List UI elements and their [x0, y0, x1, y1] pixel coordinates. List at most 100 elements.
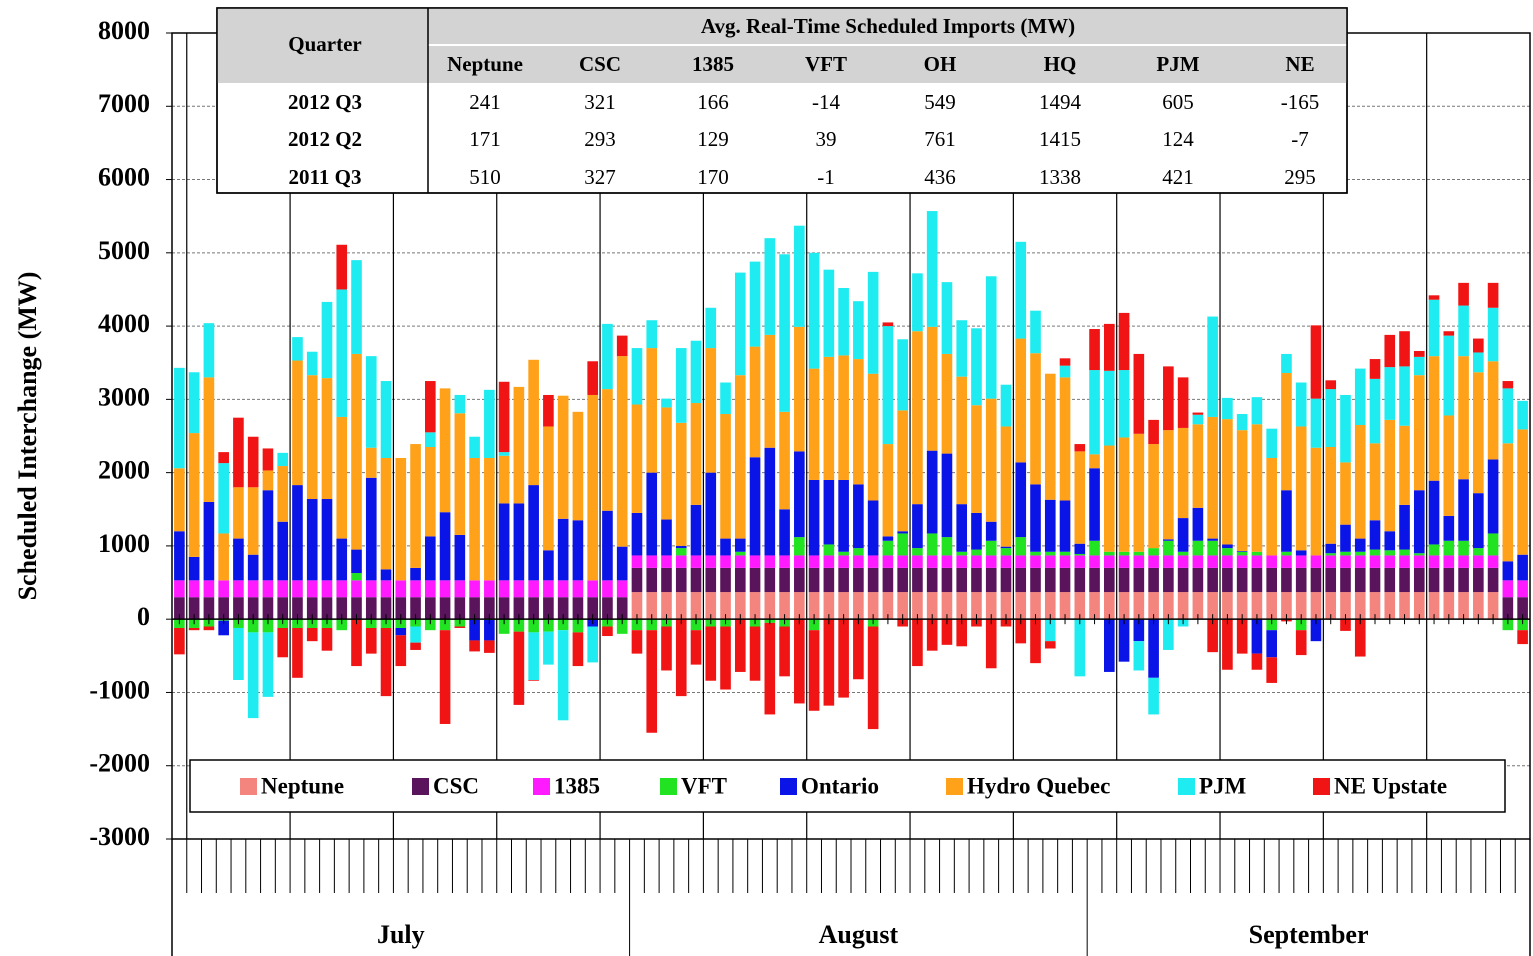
bar-segment: [705, 472, 717, 556]
bar-segment: [1207, 538, 1218, 541]
bar-segment: [897, 555, 908, 568]
bar-segment: [395, 580, 407, 598]
bar-segment: [1148, 592, 1159, 620]
bar-segment: [262, 490, 274, 581]
bar-segment: [351, 549, 362, 574]
bar-segment: [661, 592, 672, 620]
bar-segment: [306, 597, 318, 620]
table-cell: 1494: [1039, 90, 1082, 114]
bar-segment: [1517, 630, 1528, 645]
bar-segment: [749, 626, 761, 681]
bar-segment: [897, 410, 908, 532]
bar-segment: [985, 592, 997, 620]
y-tick-label: 8000: [98, 16, 150, 45]
bar-segment: [705, 307, 717, 349]
bar-segment: [1236, 551, 1248, 556]
bar-segment: [675, 348, 687, 423]
bar-segment: [794, 451, 805, 538]
month-label: September: [1249, 920, 1369, 949]
table-cell: -1: [817, 165, 835, 189]
bar-segment: [410, 444, 421, 568]
bar-segment: [1399, 567, 1410, 593]
bar-segment: [675, 548, 687, 556]
bar-segment: [1458, 540, 1469, 556]
bar-segment: [1148, 444, 1159, 549]
bar-segment: [1340, 619, 1351, 631]
bar-segment: [454, 394, 466, 414]
bar-segment: [912, 619, 923, 667]
bar-segment: [587, 626, 598, 663]
bar-segment: [646, 619, 658, 631]
bar-segment: [616, 356, 628, 547]
bar-segment: [1369, 567, 1381, 593]
bar-segment: [956, 376, 968, 505]
bar-segment: [882, 540, 894, 556]
bar-segment: [1222, 548, 1233, 556]
legend-swatch: [1178, 778, 1195, 795]
bar-segment: [1236, 619, 1248, 654]
bar-segment: [1384, 555, 1396, 568]
bar-segment: [985, 276, 997, 399]
bar-segment: [1030, 551, 1041, 556]
table-column-header: Neptune: [447, 52, 523, 76]
bar-segment: [1473, 555, 1484, 568]
bar-segment: [188, 627, 200, 631]
bar-segment: [1473, 372, 1484, 494]
bar-segment: [1295, 630, 1307, 656]
bar-segment: [1192, 424, 1204, 508]
bar-segment: [262, 580, 274, 598]
bar-segment: [631, 592, 643, 620]
bar-segment: [484, 597, 495, 620]
bar-segment: [1266, 592, 1277, 620]
bar-segment: [1222, 544, 1233, 549]
bar-segment: [941, 537, 953, 556]
bar-segment: [1384, 334, 1396, 368]
bar-segment: [764, 592, 776, 620]
bar-segment: [454, 597, 466, 620]
bar-segment: [764, 238, 776, 335]
bar-segment: [1517, 619, 1528, 631]
bar-segment: [1030, 619, 1041, 664]
bar-segment: [1502, 580, 1514, 598]
bar-segment: [1163, 539, 1174, 541]
bar-segment: [1074, 567, 1086, 593]
bar-segment: [188, 372, 200, 434]
bar-segment: [764, 334, 776, 448]
bar-segment: [351, 353, 362, 550]
bar-segment: [365, 447, 377, 478]
bar-segment: [1487, 555, 1499, 568]
bar-segment: [823, 619, 835, 706]
legend-label: Ontario: [801, 773, 879, 798]
bar-segment: [410, 567, 421, 581]
bar-segment: [543, 597, 554, 620]
bar-segment: [1266, 657, 1277, 683]
bar-segment: [233, 487, 244, 539]
bar-segment: [705, 592, 717, 620]
bar-segment: [218, 620, 229, 636]
bar-segment: [233, 597, 244, 620]
bar-segment: [1340, 524, 1351, 552]
bar-segment: [749, 592, 761, 620]
legend-label: VFT: [681, 773, 727, 798]
bar-segment: [1030, 555, 1041, 568]
y-tick-label: -3000: [89, 822, 150, 851]
table-cell: 170: [697, 165, 729, 189]
bar-segment: [1428, 567, 1440, 593]
bar-segment: [1443, 592, 1455, 620]
bar-segment: [720, 382, 731, 415]
bar-segment: [1000, 548, 1012, 556]
bar-segment: [823, 479, 835, 545]
bar-segment: [1015, 567, 1027, 593]
bar-segment: [528, 619, 539, 633]
bar-segment: [646, 320, 658, 349]
bar-segment: [1251, 653, 1263, 670]
bar-segment: [971, 592, 982, 620]
bar-segment: [1089, 454, 1100, 469]
bar-segment: [1399, 555, 1410, 568]
bar-segment: [1207, 316, 1218, 417]
bar-segment: [1517, 554, 1528, 581]
bar-segment: [734, 619, 746, 672]
bar-segment: [1015, 338, 1027, 463]
bar-segment: [720, 626, 731, 690]
bar-segment: [1517, 580, 1528, 598]
